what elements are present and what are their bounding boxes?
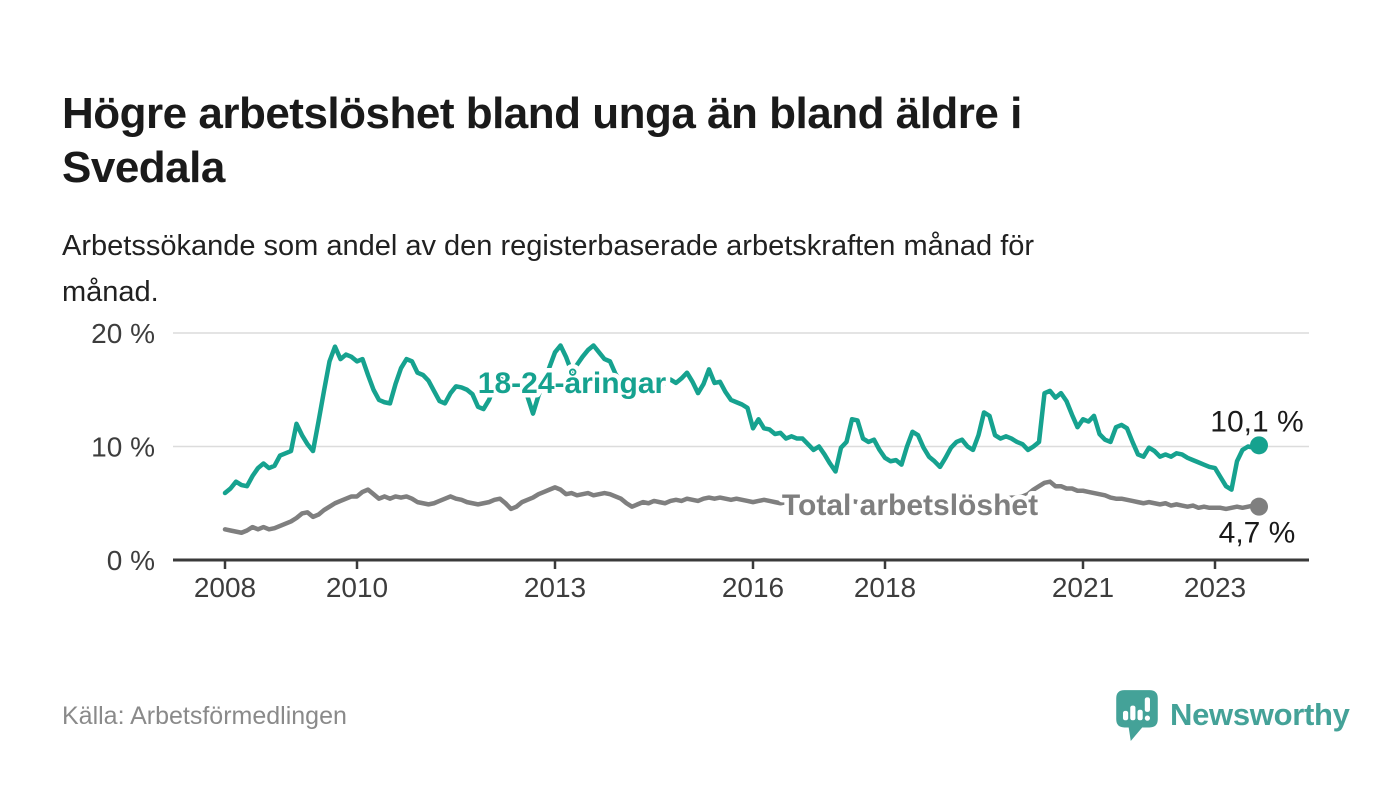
logo-pin-shape [1116,690,1158,741]
end-value-label-Total arbetslöshet: 4,7 % [1219,517,1296,550]
logo-barchart-icon [1122,697,1150,721]
series-line-18-24-åringar [222,343,1262,496]
end-value-label-18-24-åringar: 10,1 % [1210,405,1303,438]
x-axis-label-2008: 2008 [194,572,256,603]
brand-name: Newsworthy [1170,697,1350,732]
line-chart: 0 % 10 % 20 % 2008 2010 2013 2016 2018 2021 2023 T… [91,318,1309,603]
source-note: Källa: Arbetsförmedlingen [62,702,347,730]
x-axis-label-2021: 2021 [1052,572,1114,603]
series-label-18-24-åringar: 18-24-åringar [478,367,667,400]
x-axis-label-2010: 2010 [326,572,388,603]
chart-title: Högre arbetslöshet bland unga än bland ä… [62,89,1022,192]
x-axis-label-2016: 2016 [722,572,784,603]
y-axis-label-20: 20 % [91,318,155,349]
series-end-dot-18-24-åringar [1250,436,1268,455]
series-end-dot-Total arbetslöshet [1250,497,1268,516]
chart-subtitle: Arbetssökande som andel av den registerb… [62,230,1035,309]
x-axis-label-2023: 2023 [1184,572,1246,603]
series-label-Total arbetslöshet: Total arbetslöshet [782,489,1038,522]
y-axis-label-0: 0 % [107,545,155,576]
chart-area: 0 % 10 % 20 % 2008 2010 2013 2016 2018 2021 2023 T… [0,300,1400,630]
series-line-Total arbetslöshet [222,479,1262,536]
x-axis-label-2013: 2013 [524,572,586,603]
y-axis-label-10: 10 % [91,432,155,463]
newsworthy-brand: Newsworthy [1114,688,1350,742]
newsworthy-logo-icon [1116,690,1158,741]
x-axis-label-2018: 2018 [854,572,916,603]
